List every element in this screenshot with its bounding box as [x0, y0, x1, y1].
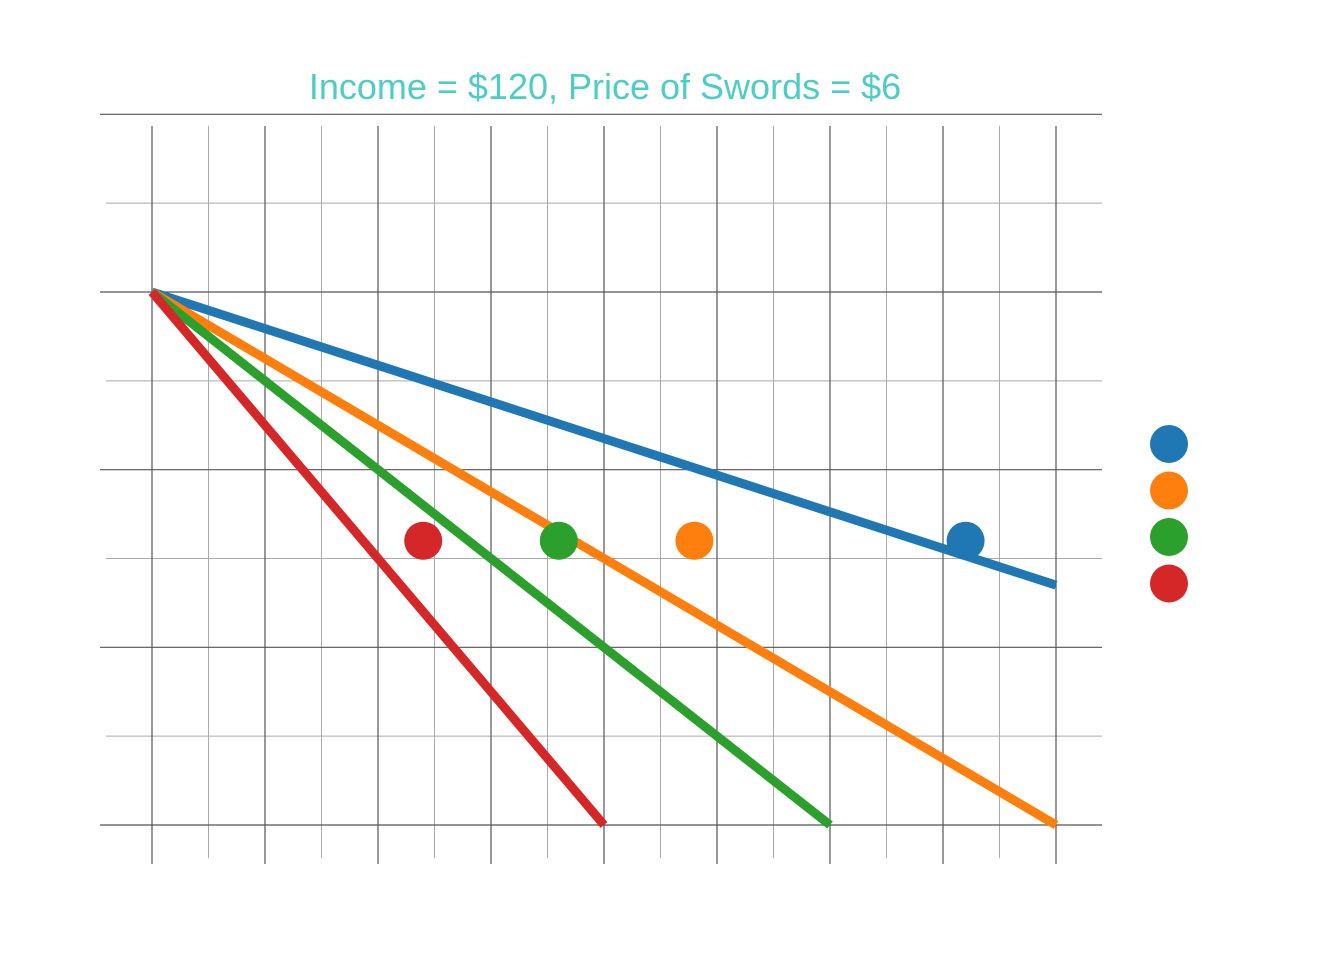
legend-marker-0	[1150, 425, 1188, 463]
series-point-3	[404, 521, 443, 560]
series-point-1	[675, 521, 714, 560]
series-point-2	[539, 521, 578, 560]
series-line-2	[149, 288, 833, 829]
series-line-0	[150, 287, 1058, 590]
legend-marker-1	[1150, 471, 1188, 510]
series-point-0	[946, 521, 985, 560]
legend-marker-2	[1150, 518, 1188, 556]
chart-title: Income = $120, Price of Swords = $6	[308, 66, 902, 107]
series-line-1	[149, 288, 1059, 829]
legend-marker-3	[1150, 564, 1188, 603]
series-line-3	[148, 289, 608, 828]
series-points	[404, 521, 985, 560]
legend	[1150, 425, 1188, 603]
series-lines	[148, 287, 1059, 829]
major-gridlines	[100, 113, 1102, 864]
